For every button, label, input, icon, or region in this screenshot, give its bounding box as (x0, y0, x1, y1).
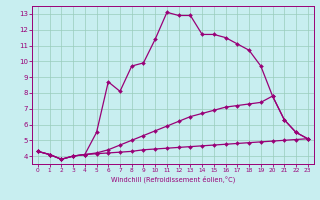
X-axis label: Windchill (Refroidissement éolien,°C): Windchill (Refroidissement éolien,°C) (111, 176, 235, 183)
